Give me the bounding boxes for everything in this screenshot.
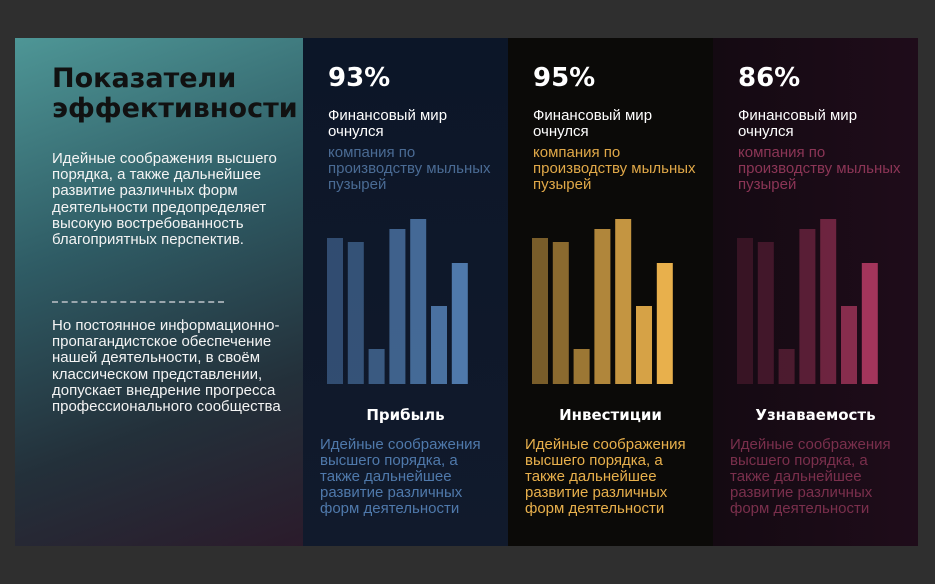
bar-2: [347, 242, 364, 384]
bar-1: [737, 238, 753, 384]
bar-6: [431, 306, 447, 384]
metric-panel-awareness: 86% Финансовый мир очнулся компания по п…: [713, 38, 918, 546]
category-label: Прибыль: [366, 406, 445, 424]
percent-value: 95%: [533, 63, 596, 93]
bar-7: [861, 263, 878, 384]
bar-4: [389, 229, 406, 384]
panel-heading: Финансовый мир очнулся: [328, 107, 448, 140]
metric-panel-investments: 95% Финансовый мир очнулся компания по п…: [508, 38, 713, 546]
bar-chart-investments: [532, 219, 673, 384]
bar-4: [594, 229, 611, 384]
bar-3: [573, 349, 590, 384]
intro-paragraph-2: Но постоянное информационно-пропагандист…: [52, 317, 281, 416]
bar-chart-profit: [327, 219, 468, 384]
panel-subheading: компания по производству мыльных пузырей: [533, 144, 696, 193]
panel-description: Идейные соображения высшего порядка, а т…: [525, 436, 686, 517]
bar-7: [451, 263, 468, 384]
dashed-divider: [52, 301, 224, 303]
category-label: Узнаваемость: [755, 406, 876, 424]
bar-7: [656, 263, 673, 384]
panel-heading: Финансовый мир очнулся: [738, 107, 858, 140]
panel-description: Идейные соображения высшего порядка, а т…: [320, 436, 481, 517]
percent-value: 93%: [328, 63, 391, 93]
bar-3: [778, 349, 795, 384]
bar-6: [636, 306, 652, 384]
category-label: Инвестиции: [559, 406, 662, 424]
bar-5: [410, 219, 427, 384]
bar-1: [327, 238, 343, 384]
bar-6: [841, 306, 857, 384]
intro-paragraph-1: Идейные соображения высшего порядка, а т…: [52, 150, 277, 249]
bar-2: [757, 242, 774, 384]
intro-panel: Показатели эффективности Идейные соображ…: [15, 38, 303, 546]
bar-2: [552, 242, 569, 384]
page-title: Показатели эффективности: [52, 63, 298, 124]
panel-description: Идейные соображения высшего порядка, а т…: [730, 436, 891, 517]
percent-value: 86%: [738, 63, 801, 93]
panel-heading: Финансовый мир очнулся: [533, 107, 653, 140]
bar-5: [820, 219, 837, 384]
panel-subheading: компания по производству мыльных пузырей: [328, 144, 491, 193]
panel-subheading: компания по производству мыльных пузырей: [738, 144, 901, 193]
bar-4: [799, 229, 816, 384]
infographic-slide: Показатели эффективности Идейные соображ…: [15, 38, 919, 546]
bar-1: [532, 238, 548, 384]
bar-5: [615, 219, 632, 384]
bar-chart-awareness: [737, 219, 878, 384]
bar-3: [368, 349, 385, 384]
metric-panel-profit: 93% Финансовый мир очнулся компания по п…: [303, 38, 508, 546]
